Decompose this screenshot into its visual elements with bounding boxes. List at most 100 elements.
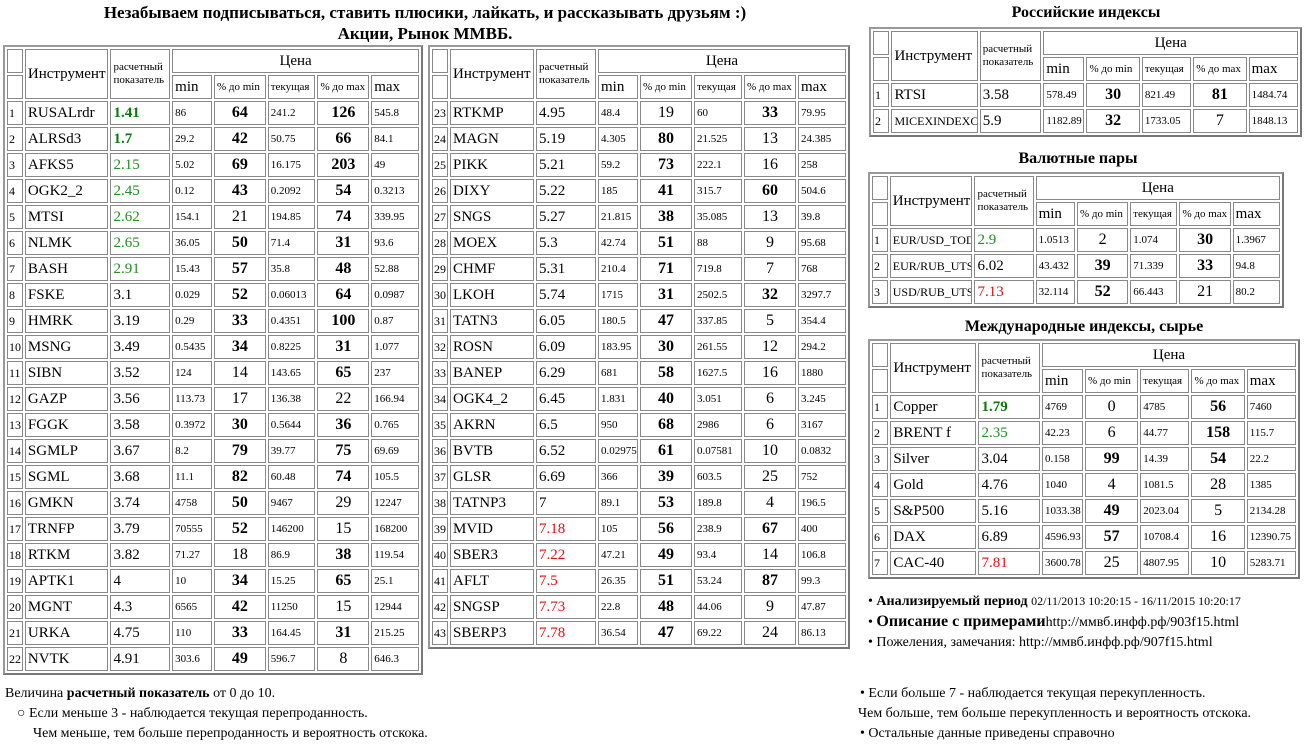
table-row[interactable]: 2 MICEXINDEXCF 5.9 1182.89 32 1733.05 7 … [873,109,1298,133]
pct-to-max: 65 [317,569,370,593]
row-index: 6 [7,231,23,255]
table-row[interactable]: 13 FGGK 3.58 0.3972 30 0.5644 36 0.765 [7,413,419,437]
table-row[interactable]: 30 LKOH 5.74 1715 31 2502.5 32 3297.7 [432,283,846,307]
header-pct-min: % до min [213,75,266,99]
table-row[interactable]: 3 USD/RUB_UTS 7.13 32.114 52 66.443 21 8… [872,280,1280,304]
price-current: 337.85 [694,309,742,333]
instrument-name: TATN3 [450,309,534,333]
table-row[interactable]: 39 MVID 7.18 105 56 238.9 67 400 [432,517,846,541]
instrument-name: NLMK [24,231,109,255]
table-row[interactable]: 5 S&P500 5.16 1033.38 49 2023.04 5 2134.… [872,499,1296,523]
desc-link[interactable]: http://ммвб.инфф.рф/903f15.html [1045,615,1240,630]
table-row[interactable]: 1 Copper 1.79 4769 0 4785 56 7460 [872,395,1296,419]
table-row[interactable]: 16 GMKN 3.74 4758 50 9467 29 12247 [7,491,419,515]
row-index: 20 [7,595,23,619]
price-current: 1.074 [1130,228,1178,252]
pct-to-min: 82 [213,465,266,489]
header-min: min [1043,57,1085,81]
table-row[interactable]: 31 TATN3 6.05 180.5 47 337.85 5 354.4 [432,309,846,333]
header-pct-max: % до max [1179,202,1231,226]
table-row[interactable]: 1 EUR/USD_TOD 2.9 1.0513 2 1.074 30 1.39… [872,228,1280,252]
table-row[interactable]: 29 CHMF 5.31 210.4 71 719.8 7 768 [432,257,846,281]
table-row[interactable]: 43 SBERP3 7.78 36.54 47 69.22 24 86.13 [432,621,846,645]
instrument-name: GMKN [24,491,109,515]
table-row[interactable]: 12 GAZP 3.56 113.73 17 136.38 22 166.94 [7,387,419,411]
table-row[interactable]: 15 SGML 3.68 11.1 82 60.48 74 105.5 [7,465,419,489]
table-row[interactable]: 1 RUSALrdr 1.41 86 64 241.2 126 545.8 [7,101,419,125]
score-value: 7 [536,491,596,515]
table-row[interactable]: 40 SBER3 7.22 47.21 49 93.4 14 106.8 [432,543,846,567]
data-table: Инструмент расчетный показатель Цена min%… [869,27,1302,137]
price-max: 25.1 [371,569,419,593]
price-max: 105.5 [371,465,419,489]
table-row[interactable]: 2 EUR/RUB_UTS 6.02 43.432 39 71.339 33 9… [872,254,1280,278]
price-current: 2502.5 [694,283,742,307]
price-min: 0.158 [1041,447,1083,471]
table-row[interactable]: 4 OGK2_2 2.45 0.12 43 0.2092 54 0.3213 [7,179,419,203]
instrument-name: MAGN [450,127,534,151]
table-row[interactable]: 11 SIBN 3.52 124 14 143.65 65 237 [7,361,419,385]
header-pct-min: % до min [1084,369,1139,393]
table-row[interactable]: 41 AFLT 7.5 26.35 51 53.24 87 99.3 [432,569,846,593]
table-row[interactable]: 38 TATNP3 7 89.1 53 189.8 4 196.5 [432,491,846,515]
table-row[interactable]: 6 DAX 6.89 4596.93 57 10708.4 16 12390.7… [872,525,1296,549]
pct-to-min: 39 [1076,254,1129,278]
table-row[interactable]: 9 HMRK 3.19 0.29 33 0.4351 100 0.87 [7,309,419,333]
table-row[interactable]: 3 Silver 3.04 0.158 99 14.39 54 22.2 [872,447,1296,471]
table-row[interactable]: 20 MGNT 4.3 6565 42 11250 15 12944 [7,595,419,619]
table-row[interactable]: 18 RTKM 3.82 71.27 18 86.9 38 119.54 [7,543,419,567]
price-max: 0.0987 [371,283,419,307]
table-row[interactable]: 35 AKRN 6.5 950 68 2986 6 3167 [432,413,846,437]
table-row[interactable]: 32 ROSN 6.09 183.95 30 261.55 12 294.2 [432,335,846,359]
price-max: 646.3 [371,647,419,671]
table-row[interactable]: 14 SGMLP 3.67 8.2 79 39.77 75 69.69 [7,439,419,463]
table-row[interactable]: 2 ALRSd3 1.7 29.2 42 50.75 66 84.1 [7,127,419,151]
table-row[interactable]: 3 AFKS5 2.15 5.02 69 16.175 203 49 [7,153,419,177]
price-current: 0.07581 [694,439,742,463]
instrument-name: MVID [450,517,534,541]
table-row[interactable]: 27 SNGS 5.27 21.815 38 35.085 13 39.8 [432,205,846,229]
table-row[interactable]: 34 OGK4_2 6.45 1.831 40 3.051 6 3.245 [432,387,846,411]
price-min: 1.831 [598,387,638,411]
instrument-name: Gold [890,473,977,497]
pct-to-min: 48 [640,595,692,619]
table-row[interactable]: 33 BANEP 6.29 681 58 1627.5 16 1880 [432,361,846,385]
table-row[interactable]: 36 BVTB 6.52 0.02975 61 0.07581 10 0.083… [432,439,846,463]
table-row[interactable]: 5 MTSI 2.62 154.1 21 194.85 74 339.95 [7,205,419,229]
table-row[interactable]: 10 MSNG 3.49 0.5435 34 0.8225 31 1.077 [7,335,419,359]
price-current: 15.25 [267,569,316,593]
table-row[interactable]: 7 BASH 2.91 15.43 57 35.8 48 52.88 [7,257,419,281]
row-index: 32 [432,335,448,359]
price-current: 0.06013 [267,283,316,307]
table-row[interactable]: 8 FSKE 3.1 0.029 52 0.06013 64 0.0987 [7,283,419,307]
price-max: 3.245 [798,387,846,411]
pct-to-max: 21 [1179,280,1231,304]
pct-to-min: 68 [640,413,692,437]
price-current: 93.4 [694,543,742,567]
pct-to-max: 12 [744,335,796,359]
table-row[interactable]: 2 BRENT f 2.35 42.23 6 44.77 158 115.7 [872,421,1296,445]
table-row[interactable]: 28 MOEX 5.3 42.74 51 88 9 95.68 [432,231,846,255]
table-row[interactable]: 25 PIKK 5.21 59.2 73 222.1 16 258 [432,153,846,177]
table-row[interactable]: 21 URKA 4.75 110 33 164.45 31 215.25 [7,621,419,645]
table-row[interactable]: 17 TRNFP 3.79 70555 52 146200 15 168200 [7,517,419,541]
table-row[interactable]: 6 NLMK 2.65 36.05 50 71.4 31 93.6 [7,231,419,255]
table-row[interactable]: 23 RTKMP 4.95 48.4 19 60 33 79.95 [432,101,846,125]
price-max: 339.95 [371,205,419,229]
table-row[interactable]: 1 RTSI 3.58 578.49 30 821.49 81 1484.74 [873,83,1298,107]
instrument-name: MOEX [450,231,534,255]
price-current: 2986 [694,413,742,437]
feedback-label: Пожеления, замечания: [876,635,1020,650]
table-row[interactable]: 22 NVTK 4.91 303.6 49 596.7 8 646.3 [7,647,419,671]
pct-to-min: 53 [640,491,692,515]
row-index: 36 [432,439,448,463]
table-row[interactable]: 19 APTK1 4 10 34 15.25 65 25.1 [7,569,419,593]
feedback-link[interactable]: http://ммвб.инфф.рф/907f15.html [1019,635,1213,650]
table-row[interactable]: 37 GLSR 6.69 366 39 603.5 25 752 [432,465,846,489]
table-row[interactable]: 26 DIXY 5.22 185 41 315.7 60 504.6 [432,179,846,203]
table-row[interactable]: 42 SNGSP 7.73 22.8 48 44.06 9 47.87 [432,595,846,619]
table-row[interactable]: 4 Gold 4.76 1040 4 1081.5 28 1385 [872,473,1296,497]
price-max: 99.3 [798,569,846,593]
table-row[interactable]: 24 MAGN 5.19 4.305 80 21.525 13 24.385 [432,127,846,151]
table-row[interactable]: 7 CAC-40 7.81 3600.78 25 4807.95 10 5283… [872,551,1296,575]
